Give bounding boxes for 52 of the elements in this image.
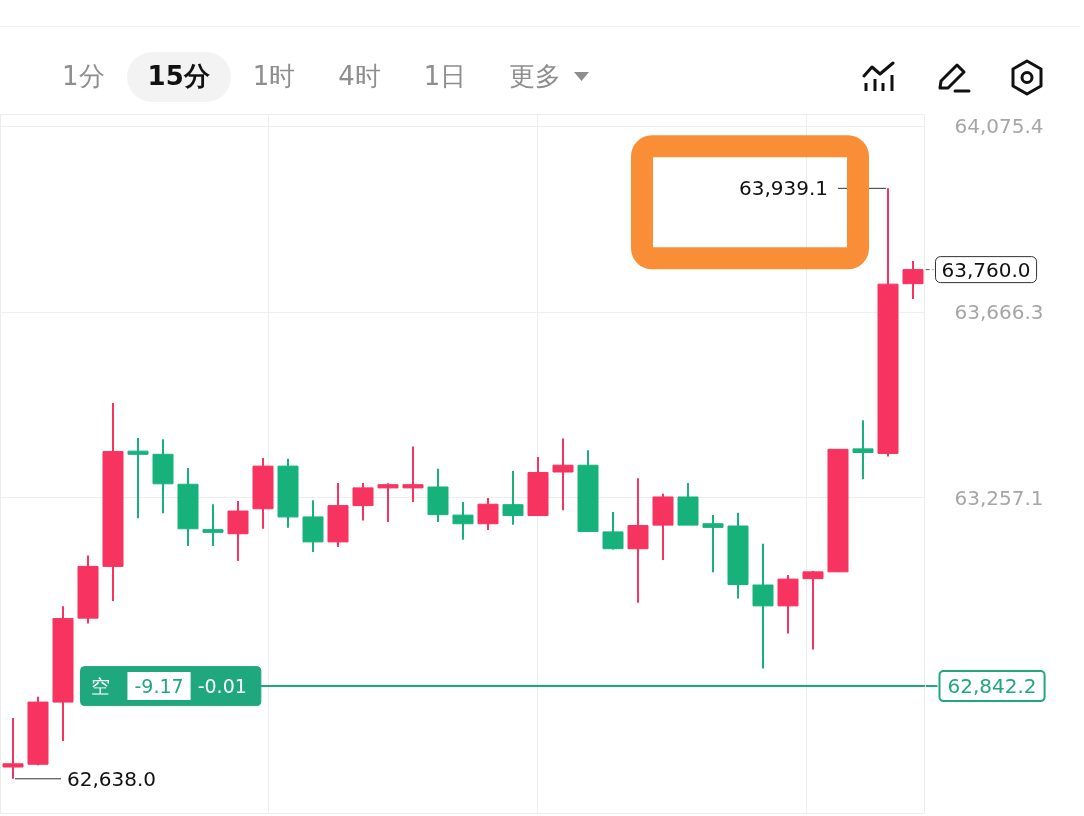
candlestick xyxy=(752,542,774,670)
candlestick xyxy=(152,438,174,515)
candlestick xyxy=(652,492,674,562)
annotation: -9.17 xyxy=(134,675,184,698)
text: 1日 xyxy=(423,60,467,94)
candlestick xyxy=(427,467,449,523)
candlestick xyxy=(477,496,499,532)
candlestick xyxy=(227,500,249,562)
candlestick xyxy=(602,510,624,551)
candlestick xyxy=(877,187,899,458)
annotation: 空 xyxy=(90,675,110,698)
ref-line-label: 62,842.2 xyxy=(947,674,1037,699)
candlestick xyxy=(302,499,324,553)
candlestick xyxy=(402,445,424,503)
candlestick xyxy=(52,605,74,743)
annotation: 62,638.0 xyxy=(67,766,157,791)
candlestick xyxy=(202,503,224,547)
candlestick xyxy=(777,574,799,635)
candlestick xyxy=(677,481,699,527)
candlestick xyxy=(452,500,474,541)
text: 63,760.0 xyxy=(941,257,1031,282)
candlestick xyxy=(277,457,299,529)
y-tick-label: 63,666.3 xyxy=(954,300,1044,325)
candlestick xyxy=(852,419,874,481)
candlestick xyxy=(527,456,549,517)
candlestick xyxy=(102,402,124,602)
candlestick xyxy=(377,482,399,523)
annotation: 63,939.1 xyxy=(738,176,828,201)
candlestick xyxy=(327,481,349,548)
y-tick-label: 64,075.4 xyxy=(954,114,1044,139)
candlestick xyxy=(577,449,599,533)
candlestick xyxy=(2,716,24,780)
candlestick xyxy=(77,554,99,625)
text: 更多 xyxy=(509,60,562,94)
candlestick xyxy=(627,477,649,604)
candlestick xyxy=(552,437,574,512)
text: 1时 xyxy=(252,60,296,94)
candlestick xyxy=(827,448,849,573)
text: 4时 xyxy=(338,60,381,94)
candlestick xyxy=(502,470,524,526)
candlestick xyxy=(802,569,824,651)
candlestick xyxy=(252,456,274,530)
candlestick xyxy=(177,466,199,547)
text: 15分 xyxy=(147,60,210,94)
text: 1分 xyxy=(62,60,105,94)
y-tick-label: 63,257.1 xyxy=(954,485,1044,510)
candlestick xyxy=(27,695,49,767)
candlestick xyxy=(127,436,149,520)
candlestick xyxy=(702,514,724,574)
candlestick xyxy=(352,481,374,522)
annotation: -0.01 xyxy=(197,675,247,698)
candlestick xyxy=(727,511,749,600)
